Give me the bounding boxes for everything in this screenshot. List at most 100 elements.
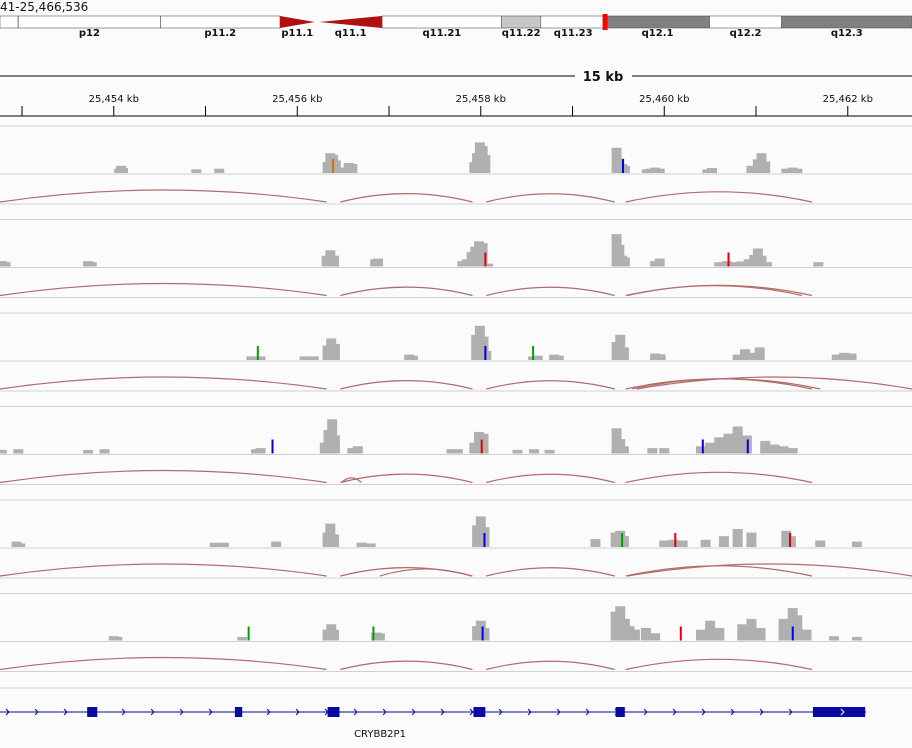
coverage-bar[interactable] xyxy=(553,355,564,360)
coverage-bar[interactable] xyxy=(214,168,225,173)
coverage-bar[interactable] xyxy=(732,354,743,360)
coverage-bar[interactable] xyxy=(83,449,94,454)
coverage-bar[interactable] xyxy=(329,343,340,360)
coverage-bar[interactable] xyxy=(528,449,539,454)
coverage-bar[interactable] xyxy=(347,448,358,454)
mismatch-marker[interactable] xyxy=(701,439,704,454)
coverage-bar[interactable] xyxy=(86,262,97,267)
coverage-bar[interactable] xyxy=(746,532,757,547)
coverage-bar[interactable] xyxy=(792,168,803,173)
coverage-bar[interactable] xyxy=(590,539,601,547)
coverage-bar[interactable] xyxy=(792,615,803,641)
mismatch-marker[interactable] xyxy=(480,439,483,454)
coverage-bar[interactable] xyxy=(99,449,110,454)
coverage-bar[interactable] xyxy=(330,160,341,173)
coverage-bar[interactable] xyxy=(619,257,630,267)
coverage-bar[interactable] xyxy=(762,262,773,267)
coverage-bar[interactable] xyxy=(209,542,220,547)
coverage-bar[interactable] xyxy=(478,336,489,360)
coverage-bar[interactable] xyxy=(532,355,543,360)
coverage-bar[interactable] xyxy=(714,627,725,641)
coverage-bar[interactable] xyxy=(191,169,202,173)
coverage-bar[interactable] xyxy=(328,534,339,547)
coverage-bar[interactable] xyxy=(851,541,862,547)
coverage-bar[interactable] xyxy=(544,449,555,454)
coverage-bar[interactable] xyxy=(654,258,665,267)
coverage-bar[interactable] xyxy=(478,433,489,454)
coverage-bar[interactable] xyxy=(659,540,670,547)
coverage-bar[interactable] xyxy=(755,627,766,641)
sample-track-1[interactable] xyxy=(0,125,912,205)
coverage-bar[interactable] xyxy=(271,541,282,547)
coverage-bar[interactable] xyxy=(706,167,717,173)
mismatch-marker[interactable] xyxy=(788,533,791,547)
coverage-bar[interactable] xyxy=(483,263,494,267)
coverage-bar[interactable] xyxy=(760,161,771,173)
ideogram-band-p11.1[interactable] xyxy=(279,16,315,28)
coverage-bar[interactable] xyxy=(655,354,666,360)
coverage-bar[interactable] xyxy=(618,347,629,360)
splice-junction-arc[interactable] xyxy=(486,380,615,390)
splice-junction-arc[interactable] xyxy=(340,379,473,390)
splice-junction-arc[interactable] xyxy=(625,658,813,671)
coverage-bar[interactable] xyxy=(695,629,706,641)
mismatch-marker[interactable] xyxy=(484,252,487,267)
coverage-bar[interactable] xyxy=(407,355,418,360)
current-region-marker[interactable] xyxy=(602,14,608,30)
coverage-bar[interactable] xyxy=(659,448,670,454)
coverage-bar[interactable] xyxy=(778,446,789,454)
coverage-bar[interactable] xyxy=(829,636,840,641)
coverage-bar[interactable] xyxy=(851,636,862,641)
coverage-bar[interactable] xyxy=(352,446,363,454)
coverage-bar[interactable] xyxy=(781,168,792,173)
splice-junction-arc[interactable] xyxy=(340,286,473,297)
coverage-bar[interactable] xyxy=(746,618,757,641)
ideogram-band-q11.1[interactable] xyxy=(319,16,383,28)
splice-junction-arc[interactable] xyxy=(0,469,327,484)
gene-exon[interactable] xyxy=(87,707,98,717)
splice-junction-arc[interactable] xyxy=(636,376,912,390)
coverage-bar[interactable] xyxy=(477,243,488,267)
coverage-bar[interactable] xyxy=(732,529,743,547)
gene-name-label[interactable]: CRYBB2P1 xyxy=(354,729,406,740)
coverage-bar[interactable] xyxy=(760,440,771,454)
coverage-bar[interactable] xyxy=(831,354,842,360)
gene-exon[interactable] xyxy=(473,707,486,717)
coverage-bar[interactable] xyxy=(769,444,780,454)
mismatch-marker[interactable] xyxy=(484,346,487,360)
mismatch-marker[interactable] xyxy=(727,252,730,267)
mismatch-marker[interactable] xyxy=(791,626,794,641)
coverage-bar[interactable] xyxy=(754,347,765,360)
gene-exon[interactable] xyxy=(327,707,340,717)
mismatch-marker[interactable] xyxy=(532,346,535,360)
coverage-bar[interactable] xyxy=(374,633,385,641)
coverage-bar[interactable] xyxy=(512,449,523,454)
mismatch-marker[interactable] xyxy=(679,626,682,641)
coverage-bar[interactable] xyxy=(695,446,706,454)
coverage-bar[interactable] xyxy=(705,442,716,454)
coverage-bar[interactable] xyxy=(299,356,310,360)
coverage-bar[interactable] xyxy=(373,258,384,267)
coverage-bar[interactable] xyxy=(328,255,339,267)
splice-junction-arc[interactable] xyxy=(340,473,473,484)
coverage-bar[interactable] xyxy=(347,164,358,173)
coverage-bar[interactable] xyxy=(743,259,754,267)
coverage-bar[interactable] xyxy=(700,539,711,547)
coverage-bar[interactable] xyxy=(813,262,824,267)
splice-junction-arc[interactable] xyxy=(340,192,473,203)
splice-junction-arc[interactable] xyxy=(340,660,473,671)
coverage-bar[interactable] xyxy=(13,449,24,454)
sample-track-3[interactable] xyxy=(0,312,912,392)
coverage-bar[interactable] xyxy=(721,261,732,267)
coverage-bar[interactable] xyxy=(117,167,128,173)
coverage-bar[interactable] xyxy=(308,356,319,360)
mismatch-marker[interactable] xyxy=(483,533,486,547)
splice-junction-arc[interactable] xyxy=(379,568,472,577)
coverage-bar[interactable] xyxy=(0,449,7,454)
coverage-bar[interactable] xyxy=(756,255,767,267)
sample-track-2[interactable] xyxy=(0,219,912,298)
coverage-bar[interactable] xyxy=(328,629,339,641)
coverage-bar[interactable] xyxy=(329,435,340,454)
alignment-tracks-panel[interactable] xyxy=(0,0,912,690)
coverage-bar[interactable] xyxy=(356,542,367,547)
